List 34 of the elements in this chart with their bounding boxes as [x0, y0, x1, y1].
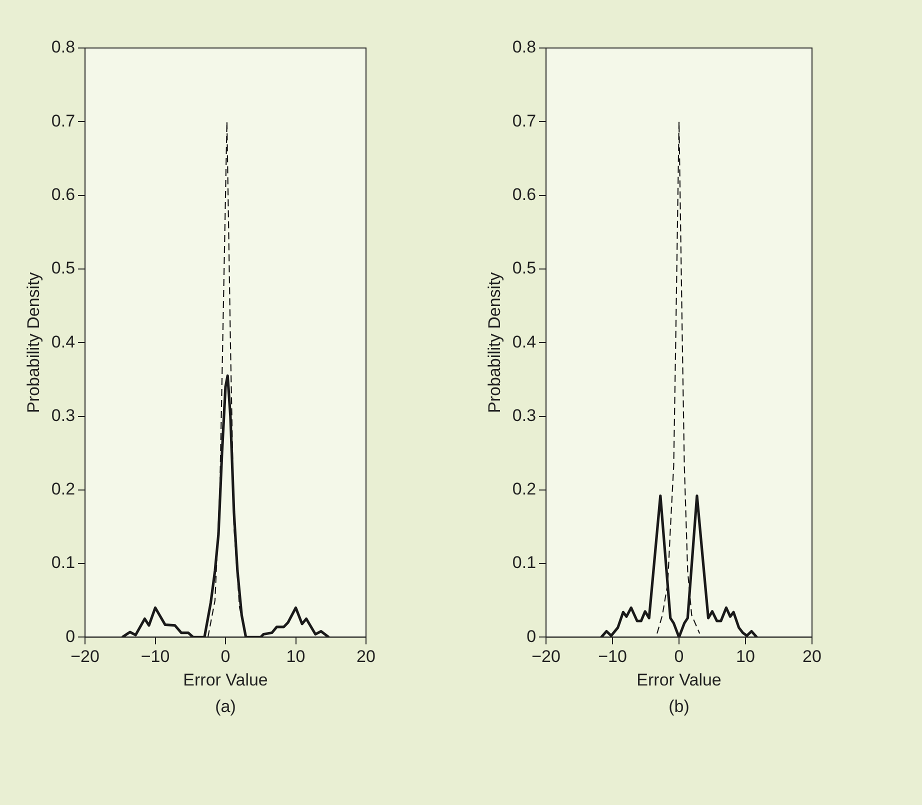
- y-tick-label: 0.7: [51, 111, 76, 130]
- x-tick-label: −10: [140, 647, 170, 666]
- y-axis-title: Probability Density: [24, 272, 43, 413]
- y-tick-label: 0.4: [512, 332, 536, 352]
- y-tick-label: 0.4: [51, 332, 76, 352]
- x-axis-title: Error Value: [636, 670, 722, 690]
- y-tick-label: 0.3: [512, 406, 536, 425]
- y-tick-label: 0.7: [512, 111, 536, 130]
- x-tick-label: 20: [356, 647, 376, 666]
- x-tick-label: 0: [220, 647, 230, 666]
- y-tick-label: 0.6: [51, 184, 76, 204]
- y-tick-label: 0.3: [51, 406, 76, 425]
- y-tick-label: 0: [526, 626, 536, 646]
- text: (a): [215, 697, 236, 716]
- y-axis-title: Probability Density: [484, 272, 504, 413]
- y-tick-label: 0.6: [512, 184, 536, 204]
- x-axis-title: Error Value: [183, 670, 268, 690]
- x-tick-label: 20: [802, 647, 822, 666]
- y-tick-label: 0: [66, 626, 76, 646]
- y-tick-label: 0.2: [51, 480, 76, 499]
- x-tick-label: −20: [70, 647, 100, 666]
- y-tick-label: 0.2: [512, 480, 536, 499]
- x-tick-label: −20: [532, 647, 560, 666]
- x-tick-label: −10: [598, 647, 627, 666]
- x-tick-label: 10: [736, 647, 755, 666]
- y-tick-label: 0.1: [51, 553, 76, 572]
- y-tick-label: 0.1: [512, 553, 536, 572]
- y-tick-label: 0.5: [512, 258, 536, 278]
- x-tick-label: 10: [286, 647, 306, 666]
- y-tick-label: 0.5: [51, 258, 76, 278]
- y-tick-label: 0.8: [51, 38, 76, 57]
- y-tick-label: 0.8: [512, 38, 536, 57]
- x-tick-label: 0: [674, 647, 684, 666]
- text: (b): [668, 697, 690, 716]
